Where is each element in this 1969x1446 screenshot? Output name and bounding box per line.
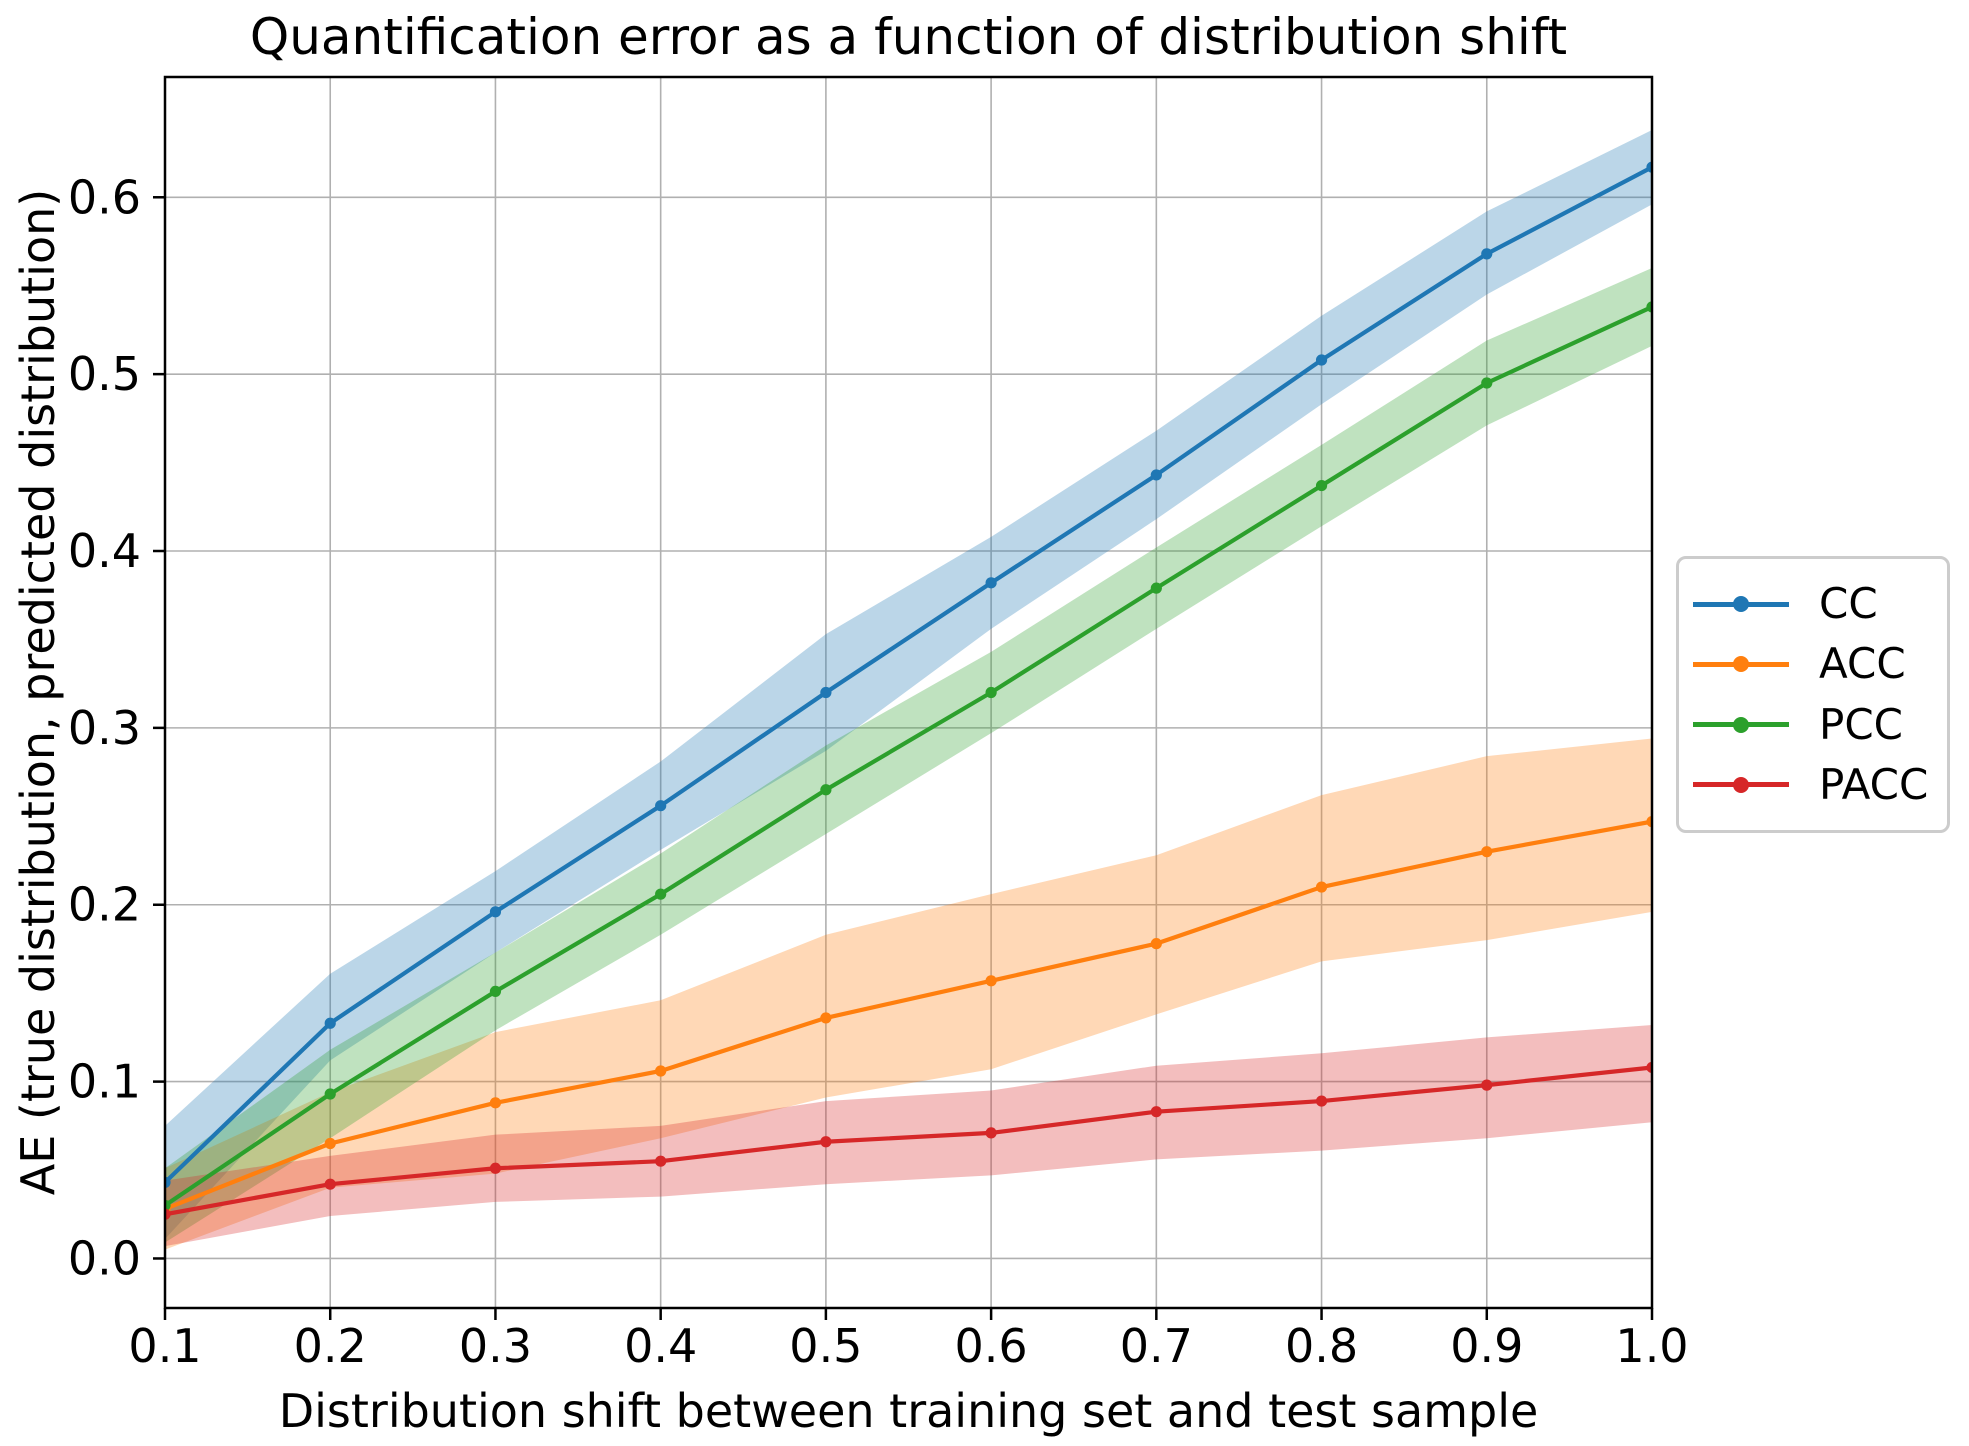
y-axis-label: AE (true distribution, predicted distrib… <box>11 188 65 1196</box>
y-tick-label: 0.5 <box>68 347 141 401</box>
x-tick-label: 0.7 <box>1120 1319 1193 1373</box>
x-tick-label: 0.4 <box>624 1319 697 1373</box>
marker-pcc <box>1646 301 1652 313</box>
marker-pacc <box>1150 1106 1162 1118</box>
legend: CC ACC PCC PACC <box>1676 556 1950 833</box>
x-tick-label: 0.2 <box>294 1319 367 1373</box>
legend-marker-dot <box>1733 776 1749 793</box>
marker-pcc <box>489 985 502 998</box>
marker-pacc <box>165 1208 171 1220</box>
band-cc <box>165 130 1652 1240</box>
marker-pcc <box>1481 377 1493 389</box>
marker-acc <box>820 1012 832 1024</box>
marker-cc <box>985 577 997 589</box>
series-pacc <box>165 1061 1652 1220</box>
marker-pacc <box>655 1155 667 1167</box>
legend-marker-dot <box>1733 716 1749 733</box>
chart-title: Quantification error as a function of di… <box>249 8 1568 66</box>
marker-pcc <box>985 686 997 699</box>
legend-label: PCC <box>1819 699 1903 749</box>
marker-pacc <box>820 1136 832 1148</box>
x-tick-label: 0.8 <box>1285 1319 1358 1373</box>
x-tick-label: 0.5 <box>789 1319 862 1373</box>
marker-acc <box>1646 816 1652 828</box>
marker-pacc <box>985 1127 997 1139</box>
legend-line-sample <box>1693 776 1789 793</box>
legend-label: CC <box>1819 579 1878 629</box>
legend-marker-dot <box>1733 656 1749 673</box>
x-axis-label: Distribution shift between training set … <box>278 1384 1539 1438</box>
line-pcc <box>165 304 1652 1208</box>
x-tick-label: 0.9 <box>1450 1319 1523 1373</box>
marker-pcc <box>820 784 832 796</box>
marker-pacc <box>1646 1061 1652 1074</box>
marker-cc <box>820 686 832 699</box>
marker-cc <box>1150 469 1162 481</box>
marker-acc <box>1315 881 1328 893</box>
marker-pcc <box>655 888 667 900</box>
legend-label: PACC <box>1819 759 1929 809</box>
legend-item-pacc: PACC <box>1693 759 1947 809</box>
x-tick-label: 0.3 <box>459 1319 532 1373</box>
legend-line-sample <box>1693 716 1789 733</box>
marker-cc <box>1481 248 1493 260</box>
marker-cc <box>165 1176 171 1189</box>
legend-line-sample <box>1693 596 1789 613</box>
y-tick-label: 0.2 <box>68 878 141 932</box>
marker-pcc <box>1315 479 1328 492</box>
legend-item-pcc: PCC <box>1693 699 1947 749</box>
marker-pacc <box>1315 1095 1328 1107</box>
marker-pacc <box>1481 1079 1493 1091</box>
marker-cc <box>655 800 667 812</box>
x-tick-label: 1.0 <box>1615 1319 1688 1373</box>
legend-item-cc: CC <box>1693 583 1947 625</box>
marker-acc <box>324 1137 336 1150</box>
marker-acc <box>655 1065 667 1077</box>
line-cc <box>165 165 1652 1185</box>
marker-acc <box>489 1097 502 1109</box>
legend-label: ACC <box>1819 639 1906 689</box>
marker-pacc <box>489 1162 502 1174</box>
confidence-bands <box>165 130 1652 1250</box>
series-pcc <box>165 301 1652 1212</box>
marker-acc <box>1481 846 1493 858</box>
legend-item-acc: ACC <box>1693 643 1947 685</box>
marker-pcc <box>165 1199 171 1212</box>
line-acc <box>165 819 1652 1212</box>
series-lines <box>165 161 1652 1220</box>
x-tick-label: 0.6 <box>955 1319 1028 1373</box>
y-tick-label: 0.0 <box>68 1231 141 1285</box>
tick-labels: 0.1 0.2 0.3 0.4 0.5 0.6 0.7 0.8 0.9 1.0 0.0 0.1 0.2 0… <box>68 170 1689 1373</box>
y-tick-label: 0.4 <box>68 524 141 578</box>
y-tick-label: 0.1 <box>68 1055 141 1109</box>
line-pacc <box>165 1065 1652 1217</box>
legend-line-sample <box>1693 656 1789 673</box>
marker-pcc <box>324 1088 336 1100</box>
band-acc <box>165 738 1652 1250</box>
axes-spines <box>163 75 1654 1310</box>
series-cc <box>165 161 1652 1189</box>
marker-pcc <box>1150 582 1162 594</box>
marker-acc <box>985 975 997 987</box>
ticks <box>153 196 1654 1320</box>
legend-marker-dot <box>1733 596 1749 613</box>
marker-cc <box>1646 161 1652 173</box>
y-tick-label: 0.6 <box>68 170 141 224</box>
marker-cc <box>324 1017 336 1029</box>
x-tick-label: 0.1 <box>128 1319 201 1373</box>
marker-cc <box>489 906 502 918</box>
y-tick-label: 0.3 <box>68 701 141 755</box>
marker-acc <box>1150 938 1162 950</box>
marker-pacc <box>324 1178 336 1190</box>
marker-cc <box>1315 354 1328 366</box>
